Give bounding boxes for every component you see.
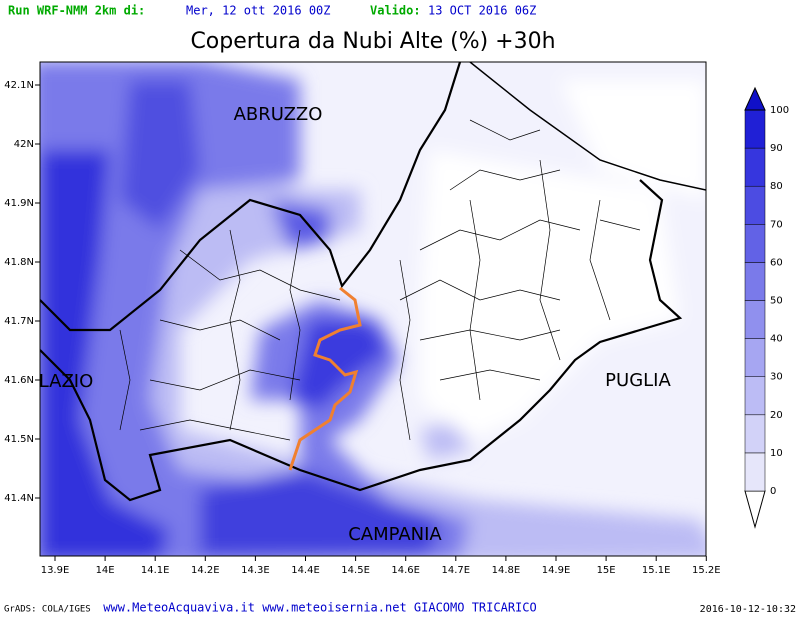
colorbar-swatch: [744, 109, 766, 149]
colorbar: 0 10 20 30 40 50 60 70 80 90 100: [744, 86, 789, 529]
colorbar-label: 60: [770, 257, 783, 268]
x-tick-label: 14.3E: [241, 565, 270, 576]
colorbar-label: 40: [770, 334, 783, 345]
region-borders: [40, 62, 706, 502]
region-label: CAMPANIA: [348, 524, 442, 545]
colorbar-label: 80: [770, 181, 783, 192]
colorbar-swatch: [744, 224, 766, 263]
footer-center: www.MeteoAcquaviva.it www.meteoisernia.n…: [103, 601, 536, 615]
x-tick-label: 14.9E: [542, 565, 571, 576]
valid-label: Valido:: [370, 4, 421, 18]
colorbar-label: 30: [770, 372, 783, 383]
x-tick-label: 14.2E: [191, 565, 220, 576]
x-tick-label: 13.9E: [41, 565, 70, 576]
x-tick-label: 14E: [96, 565, 115, 576]
colorbar-label: 10: [770, 448, 783, 459]
footer-right: 2016-10-12-10:32: [700, 604, 796, 615]
colorbar-label: 50: [770, 296, 783, 307]
x-tick-label: 14.5E: [341, 565, 370, 576]
y-tick-label: 42N: [14, 139, 34, 150]
colorbar-swatch: [744, 452, 766, 492]
colorbar-cap-bottom: [744, 490, 766, 529]
y-tick-label: 41.7N: [4, 316, 34, 327]
y-tick-label: 41.4N: [4, 493, 34, 504]
y-tick-label: 42.1N: [4, 80, 34, 91]
colorbar-swatch: [744, 262, 766, 301]
x-tick-label: 14.7E: [442, 565, 471, 576]
run-date: Mer, 12 ott 2016 00Z: [186, 4, 331, 18]
x-tick-label: 14.6E: [391, 565, 420, 576]
run-label: Run WRF-NMM 2km di:: [8, 4, 145, 18]
axes: 13.9E 14E 14.1E 14.2E 14.3E 14.4E 14.5E 14.6E 14…: [4, 80, 720, 576]
x-tick-label: 14.4E: [291, 565, 320, 576]
footer-left: GrADS: COLA/IGES: [4, 605, 91, 615]
colorbar-swatch: [744, 147, 766, 187]
x-tick-label: 15E: [597, 565, 616, 576]
valid-date: 13 OCT 2016 06Z: [428, 4, 536, 18]
x-tick-label: 15.1E: [642, 565, 671, 576]
region-label: PUGLIA: [605, 370, 671, 391]
y-tick-label: 41.6N: [4, 375, 34, 386]
province-border: [288, 286, 362, 471]
colorbar-label: 70: [770, 219, 783, 230]
colorbar-label: 20: [770, 410, 783, 421]
y-tick-label: 41.9N: [4, 198, 34, 209]
plot-frame: [39, 61, 707, 557]
y-tick-label: 41.5N: [4, 434, 34, 445]
colorbar-label: 0: [770, 486, 776, 497]
municipal-borders: [119, 119, 641, 441]
region-label: LAZIO: [39, 371, 94, 392]
colorbar-label: 100: [770, 105, 789, 116]
colorbar-swatch: [744, 185, 766, 225]
colorbar-swatch: [744, 338, 766, 377]
colorbar-label: 90: [770, 143, 783, 154]
x-tick-label: 14.8E: [492, 565, 521, 576]
y-tick-label: 41.8N: [4, 257, 34, 268]
colorbar-swatch: [744, 300, 766, 339]
region-labels: ABRUZZO LAZIO PUGLIA CAMPANIA: [39, 104, 672, 545]
cloud-field: [40, 62, 706, 556]
colorbar-swatch: [744, 376, 766, 416]
x-tick-label: 15.2E: [692, 565, 721, 576]
map-title: Copertura da Nubi Alte (%) +30h: [190, 29, 555, 54]
region-label: ABRUZZO: [234, 104, 323, 125]
colorbar-swatch: [744, 414, 766, 454]
colorbar-cap-top: [744, 86, 766, 111]
x-tick-label: 14.1E: [141, 565, 170, 576]
